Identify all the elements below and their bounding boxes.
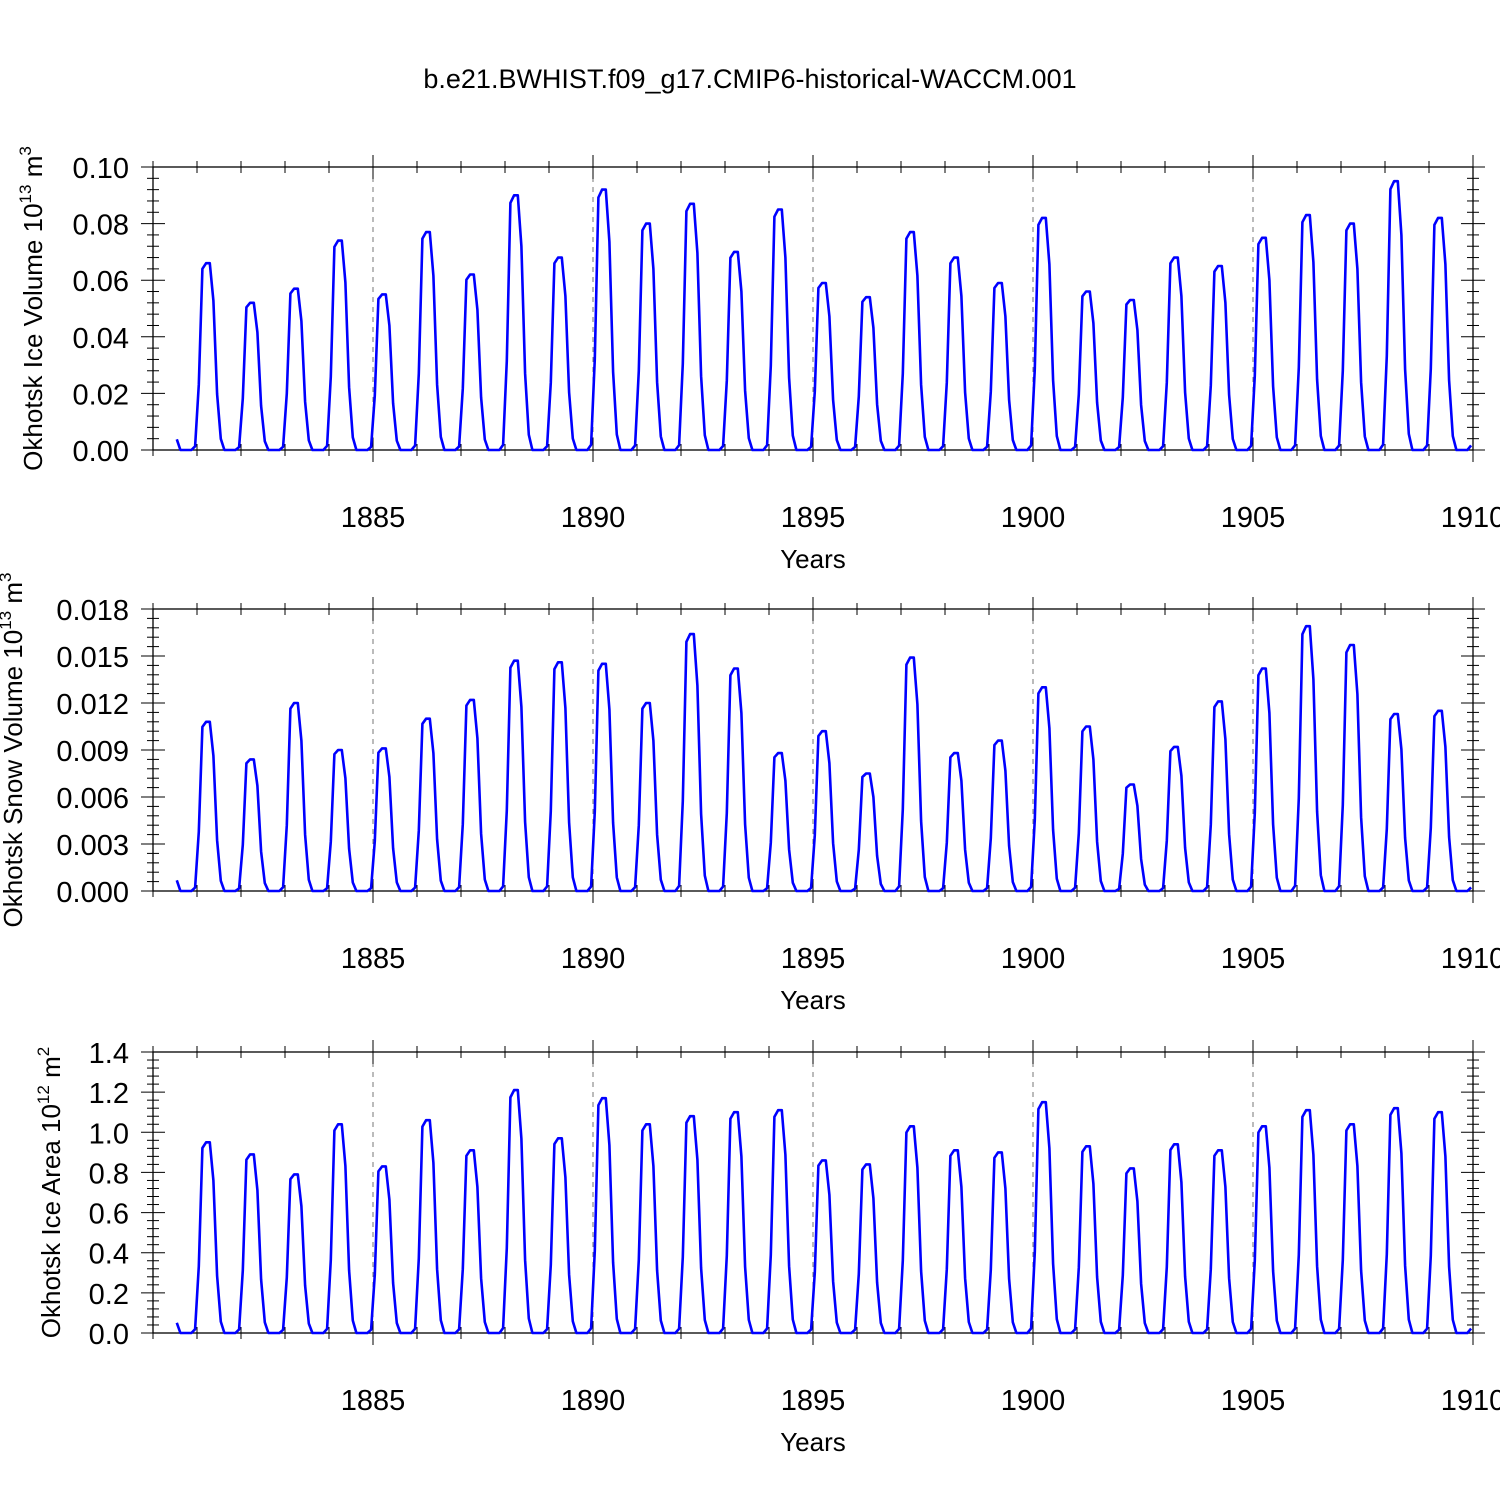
x-tick-label: 1885: [341, 502, 406, 534]
y-tick-label: 0.2: [89, 1279, 129, 1311]
x-tick-label: 1910: [1441, 502, 1500, 534]
x-tick-label: 1895: [781, 943, 846, 975]
series-line: [175, 624, 1473, 893]
x-tick-label: 1910: [1441, 943, 1500, 975]
x-tick-label: 1900: [1001, 502, 1066, 534]
x-tick-label: 1890: [561, 943, 626, 975]
y-tick-label: 0.009: [56, 736, 129, 768]
x-axis-label: Years: [780, 985, 846, 1015]
y-axis-label: Okhotsk Ice Area 1012 m2: [34, 1047, 66, 1338]
x-tick-label: 1895: [781, 502, 846, 534]
x-axis-label: Years: [780, 544, 846, 574]
y-tick-label: 0.018: [56, 595, 129, 627]
x-tick-label: 1905: [1221, 1385, 1286, 1417]
x-tick-label: 1905: [1221, 502, 1286, 534]
y-tick-label: 1.2: [89, 1078, 129, 1110]
y-tick-label: 0.00: [73, 436, 129, 468]
series-line: [175, 179, 1473, 452]
x-tick-label: 1885: [341, 943, 406, 975]
chart-panel-2: 1885 1890 1895 1900 1905 1910 Years 0.000 0.003 0…: [0, 573, 1500, 1016]
y-axis-label: Okhotsk Snow Volume 1013 m3: [0, 573, 28, 928]
y-axis-label: Okhotsk Ice Volume 1013 m3: [16, 146, 48, 471]
y-tick-label: 0.8: [89, 1158, 129, 1190]
y-tick-label: 0.006: [56, 783, 129, 815]
series-line: [175, 1088, 1473, 1335]
figure-title: b.e21.BWHIST.f09_g17.CMIP6-historical-WA…: [423, 64, 1077, 94]
y-tick-label: 0.06: [73, 266, 129, 298]
x-tick-label: 1910: [1441, 1385, 1500, 1417]
y-tick-label: 1.4: [89, 1038, 129, 1070]
x-tick-label: 1905: [1221, 943, 1286, 975]
y-tick-label: 0.000: [56, 877, 129, 909]
chart-panel-1: 1885 1890 1895 1900 1905 1910 Years 0.00 0.02 0.0…: [16, 146, 1500, 574]
x-tick-label: 1900: [1001, 943, 1066, 975]
y-tick-label: 1.0: [89, 1118, 129, 1150]
y-tick-label: 0.10: [73, 153, 129, 185]
x-axis-label: Years: [780, 1427, 846, 1457]
x-tick-label: 1890: [561, 1385, 626, 1417]
x-tick-label: 1885: [341, 1385, 406, 1417]
y-tick-label: 0.012: [56, 689, 129, 721]
y-tick-label: 0.04: [73, 323, 129, 355]
y-tick-label: 0.4: [89, 1239, 129, 1271]
y-tick-label: 0.6: [89, 1199, 129, 1231]
y-tick-label: 0.015: [56, 642, 129, 674]
y-tick-label: 0.0: [89, 1319, 129, 1351]
y-tick-label: 0.003: [56, 830, 129, 862]
y-tick-label: 0.02: [73, 379, 129, 411]
x-tick-label: 1890: [561, 502, 626, 534]
chart-panel-3: 1885 1890 1895 1900 1905 1910 Years 0.0 0.2 0.4 0.…: [34, 1038, 1500, 1457]
x-tick-label: 1900: [1001, 1385, 1066, 1417]
x-tick-label: 1895: [781, 1385, 846, 1417]
y-tick-label: 0.08: [73, 210, 129, 242]
